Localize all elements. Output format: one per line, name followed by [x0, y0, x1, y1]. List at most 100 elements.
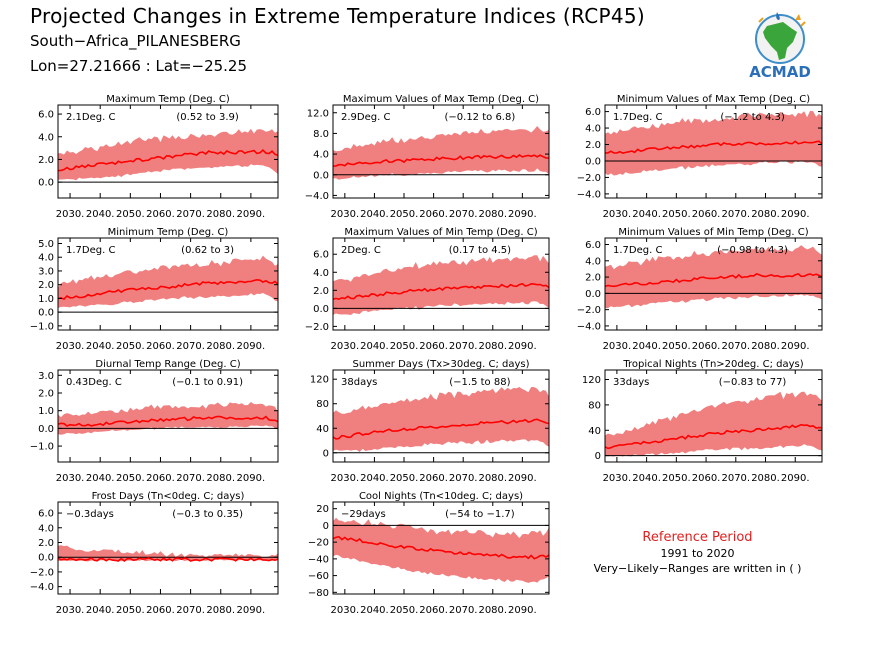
likely-range-band	[58, 255, 278, 308]
chart-value-label: 33days	[613, 377, 649, 388]
reference-title: Reference Period	[642, 530, 753, 545]
plot-frame-outline	[57, 104, 279, 199]
x-tick-label: 2060.	[419, 473, 448, 484]
x-tick-label: 2030.	[603, 473, 632, 484]
median-series-line	[332, 418, 550, 440]
y-tick-label: 0	[595, 451, 601, 462]
x-tick-label: 2060.	[146, 341, 175, 352]
chart-title: Maximum Temp (Deg. C)	[106, 94, 230, 105]
y-tick-label: 2.0	[313, 286, 329, 297]
x-tick-label: 2040.	[86, 209, 115, 220]
x-tick-label: 2030.	[331, 341, 360, 352]
median-series-line	[332, 282, 550, 301]
x-tick-label: 2090.	[781, 341, 810, 352]
acmad-logo: ACMAD	[735, 8, 825, 84]
chart-range-label: (−0.98 to 4.3)	[717, 245, 788, 256]
x-tick-label: 2060.	[419, 341, 448, 352]
median-series-line	[57, 556, 279, 563]
y-tick-label: 4.0	[38, 523, 54, 534]
x-tick-label: 2090.	[237, 341, 266, 352]
location-subtitle: South−Africa_PILANESBERG	[30, 32, 241, 50]
x-tick-label: 2070.	[449, 209, 478, 220]
y-tick-label: 6.0	[38, 509, 54, 520]
y-tick-label: −2.0	[305, 322, 329, 333]
x-tick-label: 2060.	[692, 473, 721, 484]
x-tick-label: 2090.	[508, 341, 537, 352]
x-tick-label: 2030.	[331, 473, 360, 484]
x-tick-label: 2050.	[390, 605, 419, 616]
x-tick-label: 2090.	[237, 605, 266, 616]
plot-frame-outline	[332, 369, 550, 463]
y-tick-label: −80	[308, 588, 329, 599]
x-tick-label: 2080.	[751, 473, 780, 484]
x-tick-label: 2030.	[331, 605, 360, 616]
chart-value-label: 1.7Deg. C	[613, 245, 662, 256]
y-tick-label: 3.0	[38, 371, 54, 382]
x-tick-label: 2040.	[86, 473, 115, 484]
y-tick-label: 6.0	[313, 250, 329, 261]
y-tick-label: −4.0	[577, 189, 601, 200]
x-tick-label: 2050.	[116, 209, 145, 220]
x-tick-label: 2070.	[176, 605, 205, 616]
chart-panel-4: −1.0 0.0 1.0 2.0 3.0 4.0 5.0 2030. 2040. 2050. 206…	[30, 227, 279, 352]
coordinates-label: Lon=27.21666 : Lat=−25.25	[30, 57, 248, 75]
chart-range-label: (0.62 to 3)	[181, 245, 234, 256]
x-tick-label: 2060.	[692, 209, 721, 220]
y-tick-label: 0	[323, 448, 329, 459]
y-tick-label: 1.0	[38, 294, 54, 305]
y-tick-label: 1.0	[38, 406, 54, 417]
y-tick-label: 80	[316, 399, 329, 410]
x-tick-label: 2080.	[478, 605, 507, 616]
x-tick-label: 2070.	[721, 341, 750, 352]
x-tick-label: 2040.	[360, 341, 389, 352]
x-tick-label: 2080.	[206, 473, 235, 484]
y-tick-label: 4.0	[38, 132, 54, 143]
x-tick-label: 2040.	[86, 341, 115, 352]
chart-value-label: 0.43Deg. C	[66, 377, 122, 388]
plot-frame-outline	[332, 501, 550, 595]
y-tick-label: −1.0	[30, 321, 54, 332]
x-tick-label: 2050.	[116, 473, 145, 484]
x-tick-label: 2040.	[360, 473, 389, 484]
chart-title: Cool Nights (Tn<10deg. C; days)	[359, 491, 523, 502]
x-tick-label: 2030.	[603, 209, 632, 220]
y-tick-label: 4.0	[585, 124, 601, 135]
y-tick-label: 2.0	[38, 280, 54, 291]
y-tick-label: 6.0	[585, 240, 601, 251]
plot-frame-outline	[604, 104, 823, 199]
y-tick-label: 120	[582, 375, 601, 386]
x-tick-label: 2090.	[781, 209, 810, 220]
x-tick-label: 2050.	[116, 341, 145, 352]
chart-value-label: 1.7Deg. C	[613, 112, 662, 123]
chart-panel-6: −4.0 −2.0 0.0 2.0 4.0 6.0 2030. 2040. 2050. 2060.…	[577, 227, 823, 352]
x-tick-label: 2090.	[508, 209, 537, 220]
chart-panel-2: −4.0 0.0 4.0 8.0 12.0 2030. 2040. 2050. 2060. 207…	[305, 94, 550, 220]
x-tick-label: 2090.	[237, 209, 266, 220]
likely-range-band	[58, 402, 278, 435]
reference-years: 1991 to 2020	[660, 547, 735, 560]
chart-panel-3: −4.0 −2.0 0.0 2.0 4.0 6.0 2030. 2040. 2050. 2060.…	[577, 94, 823, 220]
likely-range-band	[333, 387, 549, 452]
y-tick-label: −2.0	[30, 567, 54, 578]
x-tick-label: 2030.	[331, 209, 360, 220]
x-tick-label: 2060.	[419, 605, 448, 616]
chart-range-label: (−54 to −1.7)	[445, 509, 515, 520]
x-tick-label: 2040.	[86, 605, 115, 616]
y-tick-label: −1.0	[30, 442, 54, 453]
chart-range-label: (−0.12 to 6.8)	[445, 112, 516, 123]
y-tick-label: 0.0	[585, 156, 601, 167]
x-tick-label: 2090.	[508, 605, 537, 616]
chart-title: Minimum Values of Min Temp (Deg. C)	[618, 227, 808, 238]
y-tick-label: 2.0	[38, 389, 54, 400]
chart-panel-5: −2.0 0.0 2.0 4.0 6.0 2030. 2040. 2050. 2060. 2070…	[305, 227, 550, 352]
chart-title: Maximum Values of Min Temp (Deg. C)	[344, 227, 537, 238]
y-tick-label: 20	[316, 504, 329, 515]
chart-value-label: 2.9Deg. C	[341, 112, 390, 123]
x-tick-label: 2060.	[146, 605, 175, 616]
chart-value-label: −29days	[341, 509, 386, 520]
x-tick-label: 2060.	[146, 209, 175, 220]
chart-range-label: (−0.3 to 0.35)	[172, 509, 243, 520]
y-tick-label: 120	[310, 375, 329, 386]
x-tick-label: 2090.	[781, 473, 810, 484]
median-series-line	[332, 154, 550, 167]
